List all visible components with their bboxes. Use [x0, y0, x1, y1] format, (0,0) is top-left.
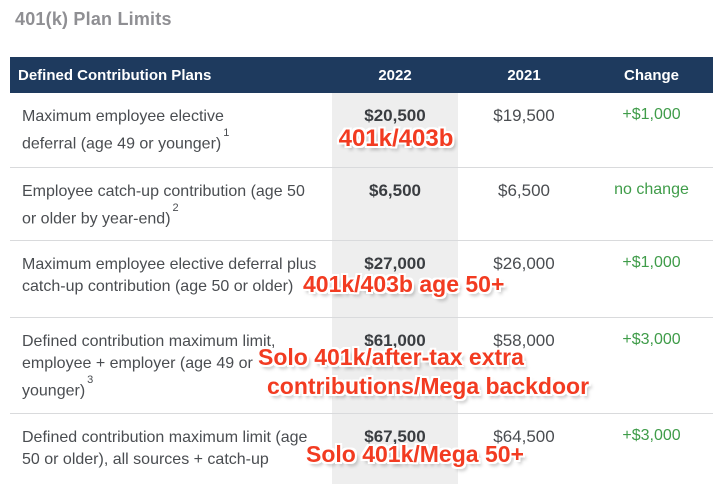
plan-cell: Maximum employee elective deferral (age …: [10, 93, 332, 167]
plan-line: Defined contribution maximum limit (age: [22, 429, 308, 446]
footnote-superscript: 1: [223, 127, 230, 139]
plan-line: Maximum employee elective deferral plus: [22, 256, 317, 273]
header-cell-2022: 2022: [378, 66, 412, 84]
plan-line: deferral (age 49 or younger)1: [22, 127, 324, 155]
table-header-row: Defined Contribution Plans 2022 2021 Cha…: [10, 57, 713, 93]
header-cell-plans: Defined Contribution Plans: [18, 66, 212, 84]
page-title: 401(k) Plan Limits: [15, 9, 172, 29]
annotation-401k-403b: 401k/403b: [333, 125, 459, 153]
table-row: Defined contribution maximum limit, empl…: [10, 317, 713, 413]
annotation-401k-403b-age-50: 401k/403b age 50+: [303, 271, 504, 298]
annotation-solo-401k-mega-50: Solo 401k/Mega 50+: [306, 441, 524, 468]
change-cell: +$3,000: [622, 427, 681, 444]
plan-line-text: or older by year-end): [22, 210, 171, 228]
change-cell: +$3,000: [622, 331, 681, 348]
header-cell-2021: 2021: [507, 66, 541, 84]
value-2022-cell: $27,000: [332, 241, 458, 317]
plan-line: Defined contribution maximum limit,: [22, 333, 276, 350]
plan-line: or older by year-end)2: [22, 202, 324, 230]
value-2021-cell: $64,500: [493, 427, 555, 446]
table-row: Employee catch-up contribution (age 50 o…: [10, 167, 713, 240]
value-2022-cell: $67,500: [332, 414, 458, 484]
value-2022-cell: $20,500: [332, 93, 458, 167]
annotation-solo-401k-mega-backdoor: Solo 401k/after-tax extra contributions/…: [258, 343, 589, 401]
table-row: Defined contribution maximum limit (age …: [10, 413, 713, 484]
limits-table: Defined Contribution Plans 2022 2021 Cha…: [10, 57, 713, 484]
value-2022-cell: $6,500: [332, 168, 458, 240]
value-2021-cell: $58,000: [493, 331, 555, 350]
annotation-line: 401k/403b: [338, 125, 454, 152]
header-cell-change: Change: [623, 66, 679, 84]
footnote-superscript: 2: [172, 202, 179, 214]
plan-line: younger)3: [22, 374, 324, 402]
plan-line: Employee catch-up contribution (age 50: [22, 183, 305, 200]
annotation-line: Solo 401k/Mega 50+: [306, 441, 524, 467]
value-2021-cell: $6,500: [498, 181, 550, 200]
plan-cell: Defined contribution maximum limit (age …: [10, 414, 332, 484]
plan-line-text: deferral (age 49 or younger): [22, 135, 222, 153]
plan-line: catch-up contribution (age 50 or older): [22, 278, 294, 295]
annotation-line: Solo 401k/after-tax extra: [258, 344, 524, 370]
annotation-line: 401k/403b age 50+: [303, 271, 505, 297]
plan-cell: Defined contribution maximum limit, empl…: [10, 318, 332, 413]
change-cell: +$1,000: [622, 254, 681, 271]
value-2021-cell: $26,000: [493, 254, 555, 273]
table-row: Maximum employee elective deferral (age …: [10, 93, 713, 167]
plan-line: 50 or older), all sources + catch-up: [22, 451, 269, 468]
annotation-line: contributions/Mega backdoor: [267, 373, 590, 399]
footnote-superscript: 3: [87, 374, 94, 386]
value-2022-cell: $61,000: [332, 318, 458, 413]
plan-cell: Employee catch-up contribution (age 50 o…: [10, 168, 332, 240]
plan-line-text: younger): [22, 382, 86, 400]
plan-line: employee + employer (age 49 or: [22, 355, 253, 372]
value-2021-cell: $19,500: [493, 106, 555, 125]
table-row: Maximum employee elective deferral plus …: [10, 240, 713, 317]
change-cell: +$1,000: [622, 106, 681, 123]
change-cell: no change: [614, 181, 689, 198]
plan-line: Maximum employee elective: [22, 108, 224, 125]
plan-cell: Maximum employee elective deferral plus …: [10, 241, 332, 317]
